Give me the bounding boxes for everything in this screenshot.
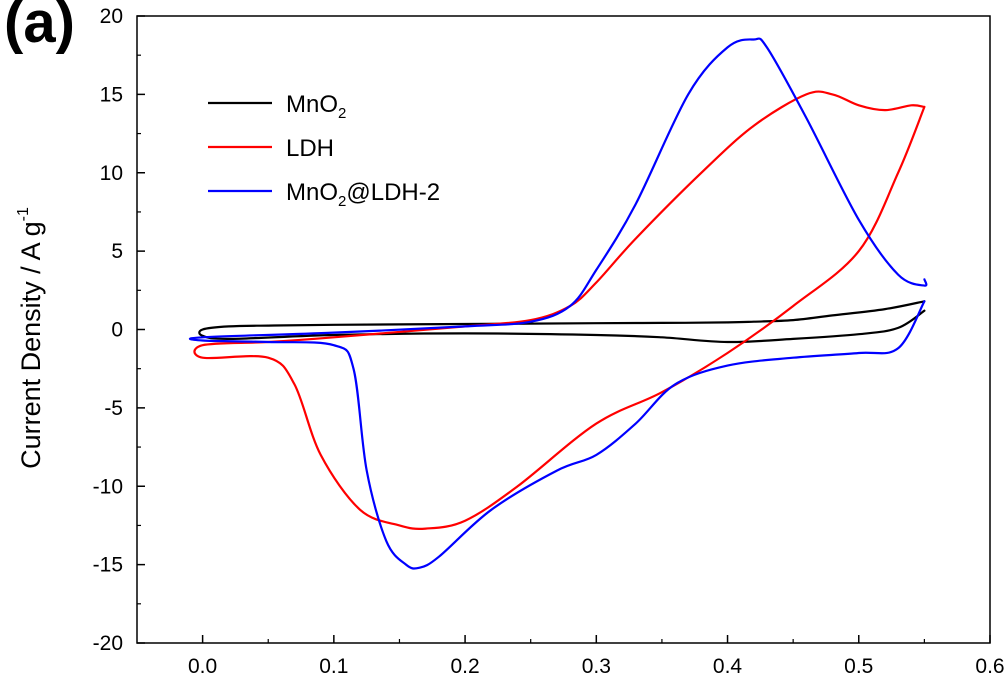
panel-label: (a) [4,0,75,55]
x-tick-label: 0.2 [450,655,479,678]
series-group [189,37,928,570]
x-tick-label: 0.5 [844,655,873,678]
x-tick-label: 0.1 [319,655,348,678]
y-tick-label: -10 [93,475,123,498]
series-line-mno2 [198,300,926,344]
legend-label-mno2-ldh-2: MnO2@LDH-2 [286,179,440,210]
x-tick-label: 0.0 [188,655,217,678]
y-axis-ticks: -20 -15 -10 -5 0 5 10 15 20 [93,5,145,655]
y-tick-label: 5 [111,240,123,263]
y-tick-label: 0 [111,319,123,342]
x-tick-label: 0.4 [713,655,743,678]
y-tick-label: -15 [93,554,123,577]
series-line-ldh [193,90,926,530]
x-tick-label: 0.6 [975,655,1004,678]
y-tick-label: 15 [100,83,123,106]
x-tick-label: 0.3 [582,655,611,678]
plot-frame [136,15,991,644]
y-tick-label: 10 [100,162,123,185]
y-axis-label-text: Current Density / A g [16,221,46,469]
y-tick-label: 20 [100,5,123,28]
series-line-mno2-ldh-2 [189,37,928,570]
legend: MnO2 LDH MnO2@LDH-2 [208,91,440,210]
y-axis-label-sup: -1 [15,207,32,221]
y-tick-label: -20 [93,632,123,655]
legend-label-mno2: MnO2 [286,91,346,122]
legend-label-ldh: LDH [286,135,334,162]
x-axis-ticks: 0.0 0.1 0.2 0.3 0.4 0.5 0.6 [188,635,1005,678]
y-axis-label: Current Density / A g-1 [15,207,46,469]
y-tick-label: -5 [104,397,123,420]
